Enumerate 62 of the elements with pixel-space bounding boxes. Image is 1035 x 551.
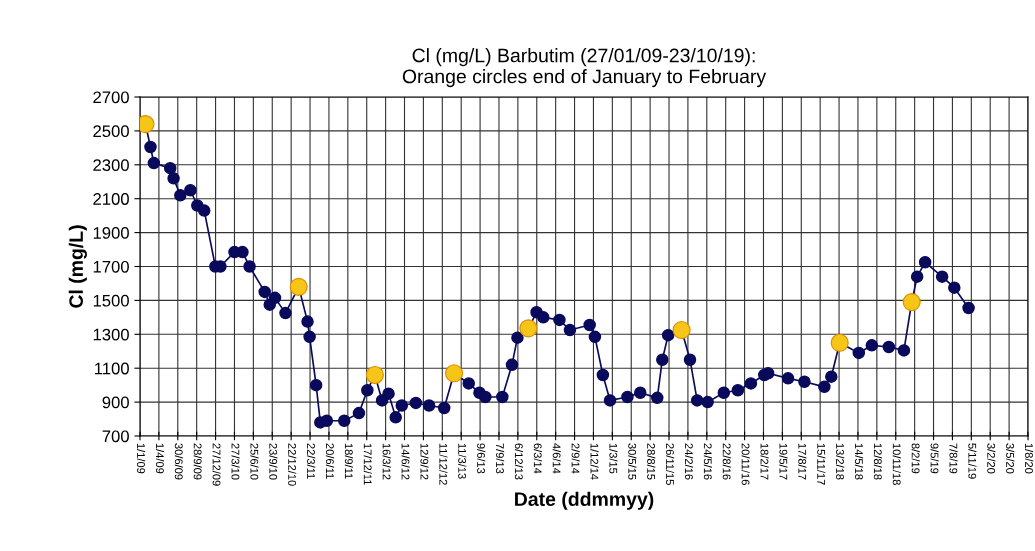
x-axis-title: Date (ddmmyy) bbox=[515, 491, 654, 510]
x-tick-label: 6/3/14 bbox=[533, 443, 542, 474]
x-tick-label: 1/1/09 bbox=[137, 443, 146, 474]
x-tick-label: 12/9/12 bbox=[420, 443, 429, 480]
x-tick-label: 7/9/13 bbox=[496, 443, 505, 474]
x-tick-label: 2/9/14 bbox=[571, 443, 580, 474]
x-tick-label: 9/5/19 bbox=[930, 443, 939, 474]
x-tick-label: 8/2/19 bbox=[911, 443, 920, 474]
y-tick-label: 1500 bbox=[93, 294, 129, 307]
x-tick-label: 18/9/11 bbox=[344, 443, 354, 479]
x-tick-label: 23/9/10 bbox=[269, 443, 278, 480]
x-tick-label: 20/6/11 bbox=[325, 443, 335, 479]
x-tick-label: 14/6/12 bbox=[401, 443, 410, 480]
x-tick-label: 24/5/16 bbox=[703, 443, 712, 480]
x-tick-label: 28/8/15 bbox=[647, 443, 656, 480]
x-tick-label: 10/11/18 bbox=[892, 443, 901, 485]
x-tick-label: 1/8/20 bbox=[1025, 443, 1034, 474]
y-tick-label: 1100 bbox=[95, 362, 129, 375]
y-tick-label: 2700 bbox=[93, 91, 129, 104]
x-tick-label: 17/12/11 bbox=[363, 443, 372, 485]
x-tick-label: 22/12/10 bbox=[288, 443, 297, 486]
y-axis-title: Cl (mg/L) bbox=[68, 225, 87, 308]
x-tick-label: 27/3/10 bbox=[231, 443, 240, 480]
y-tick-label: 2300 bbox=[93, 159, 129, 171]
x-tick-label: 28/9/09 bbox=[193, 443, 202, 480]
x-tick-label: 6/12/13 bbox=[514, 443, 524, 480]
x-tick-label: 7/8/19 bbox=[949, 443, 958, 474]
x-tick-label: 30/6/09 bbox=[174, 443, 183, 480]
x-tick-label: 14/5/18 bbox=[854, 443, 864, 480]
x-tick-label: 17/8/17 bbox=[798, 443, 807, 480]
x-tick-label: 5/11/19 bbox=[968, 443, 977, 479]
x-tick-label: 27/12/09 bbox=[212, 443, 221, 486]
x-tick-label: 3/5/20 bbox=[1006, 443, 1015, 474]
y-tick-label: 1700 bbox=[93, 260, 129, 273]
x-tick-label: 22/8/16 bbox=[722, 443, 731, 480]
y-tick-label: 2500 bbox=[93, 125, 129, 138]
x-tick-label: 1/4/09 bbox=[155, 443, 165, 474]
x-tick-label: 24/2/16 bbox=[684, 443, 694, 480]
x-tick-label: 11/12/12 bbox=[439, 443, 448, 485]
x-tick-label: 19/5/17 bbox=[779, 443, 788, 480]
x-tick-label: 1/12/14 bbox=[590, 443, 599, 480]
x-tick-label: 30/5/15 bbox=[628, 443, 637, 480]
y-tick-label: 1900 bbox=[93, 227, 129, 239]
x-tick-label: 4/6/14 bbox=[552, 443, 561, 474]
x-tick-label: 11/3/13 bbox=[458, 443, 467, 479]
x-tick-label: 26/11/15 bbox=[666, 443, 675, 485]
x-tick-label: 20/11/16 bbox=[741, 443, 750, 485]
y-tick-label: 1300 bbox=[93, 328, 129, 341]
y-tick-label: 700 bbox=[102, 430, 129, 443]
x-tick-label: 22/3/11 bbox=[307, 443, 316, 479]
x-tick-label: 1/3/15 bbox=[609, 443, 618, 474]
x-tick-label: 12/8/18 bbox=[873, 443, 883, 480]
x-tick-label: 9/6/13 bbox=[477, 443, 486, 474]
chart-title: Cl (mg/L) Barbutim (27/01/09-23/10/19): Orange circles end of January to February bbox=[402, 48, 767, 88]
y-tick-label: 900 bbox=[102, 396, 129, 409]
x-tick-label: 13/2/18 bbox=[836, 443, 845, 480]
y-tick-label: 2100 bbox=[93, 193, 129, 205]
x-tick-label: 16/3/12 bbox=[382, 443, 391, 480]
x-tick-label: 3/2/20 bbox=[987, 443, 996, 474]
x-tick-label: 25/6/10 bbox=[250, 443, 259, 480]
x-tick-label: 18/2/17 bbox=[760, 443, 769, 480]
x-tick-label: 15/11/17 bbox=[817, 443, 826, 485]
